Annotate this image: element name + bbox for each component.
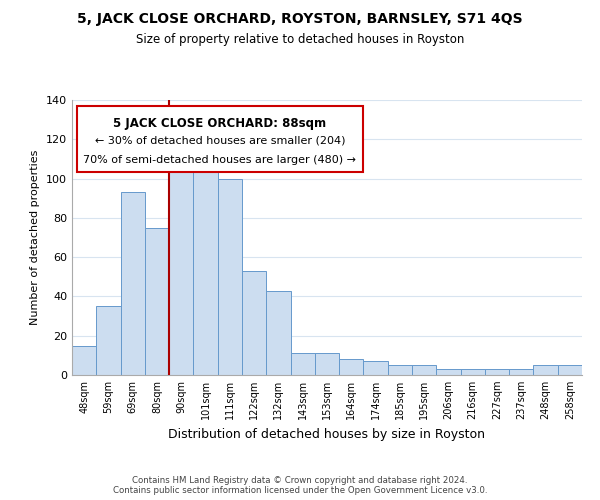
Bar	[218, 178, 242, 375]
Bar	[290, 354, 315, 375]
Bar	[96, 306, 121, 375]
Bar	[315, 354, 339, 375]
FancyBboxPatch shape	[77, 106, 363, 172]
Bar	[266, 290, 290, 375]
Bar	[121, 192, 145, 375]
Text: Contains public sector information licensed under the Open Government Licence v3: Contains public sector information licen…	[113, 486, 487, 495]
Bar	[533, 365, 558, 375]
Bar	[436, 369, 461, 375]
Bar	[412, 365, 436, 375]
Bar	[364, 361, 388, 375]
Bar	[558, 365, 582, 375]
Bar	[169, 167, 193, 375]
Bar	[509, 369, 533, 375]
Text: Contains HM Land Registry data © Crown copyright and database right 2024.: Contains HM Land Registry data © Crown c…	[132, 476, 468, 485]
Bar	[145, 228, 169, 375]
Bar	[193, 153, 218, 375]
Text: 5, JACK CLOSE ORCHARD, ROYSTON, BARNSLEY, S71 4QS: 5, JACK CLOSE ORCHARD, ROYSTON, BARNSLEY…	[77, 12, 523, 26]
Text: ← 30% of detached houses are smaller (204): ← 30% of detached houses are smaller (20…	[95, 136, 345, 146]
Bar	[72, 346, 96, 375]
Text: Size of property relative to detached houses in Royston: Size of property relative to detached ho…	[136, 32, 464, 46]
Text: 5 JACK CLOSE ORCHARD: 88sqm: 5 JACK CLOSE ORCHARD: 88sqm	[113, 116, 326, 130]
Bar	[461, 369, 485, 375]
Bar	[388, 365, 412, 375]
X-axis label: Distribution of detached houses by size in Royston: Distribution of detached houses by size …	[169, 428, 485, 440]
Text: 70% of semi-detached houses are larger (480) →: 70% of semi-detached houses are larger (…	[83, 155, 356, 165]
Bar	[339, 360, 364, 375]
Y-axis label: Number of detached properties: Number of detached properties	[31, 150, 40, 325]
Bar	[242, 271, 266, 375]
Bar	[485, 369, 509, 375]
